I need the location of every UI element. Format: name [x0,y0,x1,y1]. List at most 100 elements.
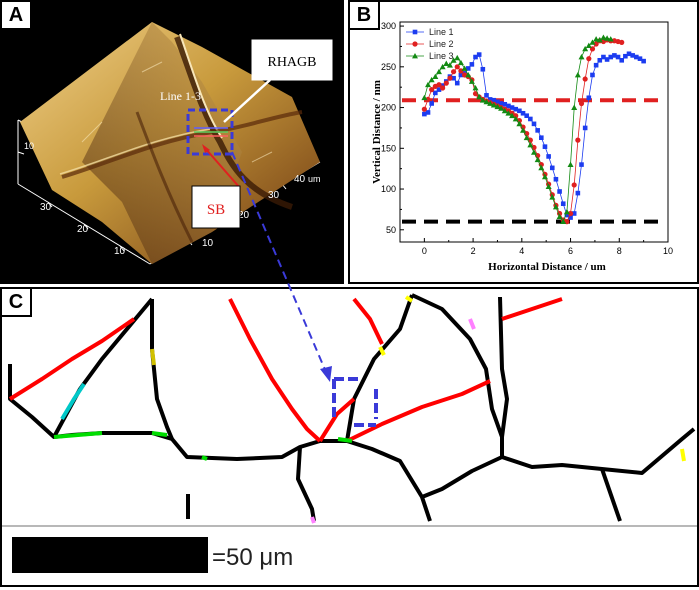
afm-3d-surface: 10 30 20 10 40 um 30 20 10 Line 1-3 RHAG… [17,22,333,265]
chart-point-line-1 [495,99,500,105]
chart-point-line-2 [472,91,479,97]
chart-y-tick-label: 50 [386,225,396,235]
chart-point-line-1 [465,66,471,71]
chart-point-line-1 [546,154,551,159]
afm-tick-right-30: 30 [268,190,280,201]
chart-point-line-3 [541,173,548,180]
chart-point-line-1 [604,57,610,62]
chart-point-line-2 [593,41,599,47]
chart-point-line-1 [491,97,497,103]
chart-point-line-3 [505,110,512,116]
chart-point-line-1 [484,93,489,98]
chart-point-line-3 [428,76,435,83]
chart-point-line-3 [571,104,578,110]
afm-vertical-tick: 10 [24,141,34,151]
chart-point-line-1 [509,105,515,110]
panel-b: B 0 2 4 6 8 10 50 100 150 200 250 300 Line 1 Line 2 L… [348,0,699,284]
panel-b-letter: B [350,2,380,30]
chart-point-line-3 [563,208,570,215]
chart-point-line-3 [483,98,490,105]
chart-point-line-1 [458,72,464,78]
afm-tick-right-40: 40 [294,174,306,185]
chart-point-line-1 [575,190,581,196]
chart-x-tick-label: 6 [568,246,573,256]
chart-x-tick-label: 8 [617,246,622,256]
chart-point-line-3 [574,71,581,78]
chart-point-line-3 [560,218,567,225]
chart-point-line-1 [634,54,639,60]
chart-point-line-3 [512,115,519,122]
chart-point-line-1 [480,66,486,72]
chart-y-tick-label: 200 [381,103,396,113]
afm-tick-left-10: 10 [114,246,126,257]
ebsd-grain-map: =50 μm [2,293,697,573]
chart-point-line-1 [451,75,456,81]
chart-point-line-1 [571,211,577,216]
chart-point-line-1 [469,62,475,67]
chart-point-line-1 [542,144,548,149]
chart-point-line-1 [626,51,632,57]
chart-point-line-3 [443,60,450,66]
chart-point-line-3 [461,65,468,71]
panel-c: C [0,287,699,587]
chart-legend-marker-line-1 [412,29,418,35]
chart-point-line-2 [586,56,592,62]
chart-point-line-1 [436,87,442,92]
chart-point-line-3 [582,45,589,52]
chart-point-line-1 [590,72,595,78]
chart-point-line-1 [425,110,431,115]
low-angle-boundaries [53,295,686,524]
chart-point-line-1 [601,54,606,60]
chart-point-line-1 [586,95,592,101]
chart-legend-label-line-3: Line 3 [429,51,454,61]
chart-point-line-2 [443,80,449,86]
chart-point-line-1 [549,165,555,171]
chart-point-line-2 [571,182,577,188]
panel-a: A [0,0,344,284]
chart-point-line-2 [454,64,460,70]
chart-point-line-1 [528,116,533,122]
chart-point-line-3 [501,107,508,114]
chart-y-axis-label: Vertical Distance / nm [371,80,383,184]
chart-point-line-3 [450,57,457,63]
chart-point-line-1 [615,54,621,60]
chart-point-line-3 [487,100,494,106]
chart-point-line-3 [516,120,523,127]
chart-y-tick-label: 250 [381,62,396,72]
afm-tick-left-20: 20 [77,224,89,235]
chart-point-line-1 [593,62,599,68]
chart-point-line-3 [494,103,501,110]
special-boundaries [8,297,563,443]
chart-point-line-2 [440,85,446,91]
scale-bar [12,537,208,573]
chart-y-tick-label: 150 [381,143,396,153]
chart-point-line-2 [447,75,453,81]
rhagb-label: RHAGB [267,55,316,70]
chart-point-line-2 [567,210,574,217]
chart-point-line-3 [476,93,483,100]
chart-legend-label-line-1: Line 1 [429,27,454,37]
chart-point-line-3 [454,54,461,61]
afm-tick-right-10: 10 [202,238,214,249]
chart-point-line-2 [451,69,457,75]
chart-x-tick-label: 4 [519,246,524,256]
chart-point-line-1 [473,54,478,60]
chart-point-line-1 [535,128,540,133]
chart-point-line-3 [552,203,559,210]
chart-point-line-3 [479,97,486,103]
panel-a-letter: A [2,2,32,30]
chart-point-line-1 [553,176,559,182]
chart-point-line-3 [523,134,530,141]
ebsd-region-marker [332,377,378,427]
chart-point-line-3 [607,36,614,42]
chart-point-line-1 [487,97,493,102]
chart-point-line-1 [539,135,544,141]
chart-point-line-1 [531,121,537,127]
afm-axis-unit: um [308,174,321,184]
chart-point-line-2 [436,82,442,88]
chart-point-line-3 [439,63,446,70]
chart-point-line-1 [513,106,519,112]
chart-point-line-1 [524,113,529,119]
chart-point-line-1 [564,212,570,218]
chart-point-line-1 [422,111,427,117]
